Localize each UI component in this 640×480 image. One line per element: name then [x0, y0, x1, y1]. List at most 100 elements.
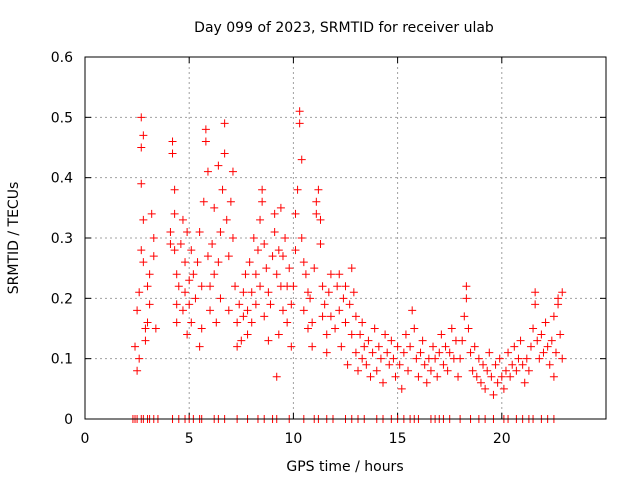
data-point	[310, 264, 319, 273]
data-point	[218, 185, 227, 194]
data-point	[231, 282, 240, 291]
data-point	[183, 227, 192, 236]
data-point	[206, 306, 215, 315]
x-tick-label: 0	[81, 431, 90, 447]
x-tick-label: 15	[389, 431, 407, 447]
data-point	[201, 125, 210, 134]
data-point	[316, 240, 325, 249]
data-point	[247, 288, 256, 297]
data-point	[181, 288, 190, 297]
data-point	[433, 372, 442, 381]
data-point	[362, 360, 371, 369]
data-point	[289, 282, 298, 291]
data-point	[366, 372, 375, 381]
data-point	[195, 342, 204, 351]
data-point	[268, 252, 277, 261]
data-point	[253, 246, 262, 255]
data-point	[379, 378, 388, 387]
x-tick-label: 10	[284, 431, 302, 447]
data-point	[243, 330, 252, 339]
y-tick-label: 0	[64, 412, 73, 428]
data-point	[166, 227, 175, 236]
data-point	[189, 270, 198, 279]
data-point	[222, 215, 231, 224]
data-point	[351, 348, 360, 357]
data-point	[320, 300, 329, 309]
data-point	[278, 306, 287, 315]
data-point	[214, 161, 223, 170]
data-point	[370, 324, 379, 333]
data-point	[172, 300, 181, 309]
data-point	[178, 215, 187, 224]
data-point	[537, 330, 546, 339]
data-point	[293, 185, 302, 194]
data-point	[383, 348, 392, 357]
data-point	[137, 143, 146, 152]
data-point	[439, 360, 448, 369]
data-point	[462, 294, 471, 303]
data-point	[499, 384, 508, 393]
data-point	[258, 197, 267, 206]
data-point	[216, 227, 225, 236]
data-point	[185, 276, 194, 285]
data-point	[312, 209, 321, 218]
data-point	[185, 300, 194, 309]
data-point	[358, 318, 367, 327]
data-point	[387, 336, 396, 345]
data-point	[260, 312, 269, 321]
data-point	[518, 360, 527, 369]
y-axis-label: SRMTID / TECUs	[6, 182, 22, 295]
data-point	[506, 372, 515, 381]
data-point	[391, 372, 400, 381]
data-point	[197, 282, 206, 291]
data-point	[420, 360, 429, 369]
data-point	[266, 300, 275, 309]
data-point	[437, 330, 446, 339]
data-point	[466, 348, 475, 357]
data-point	[318, 282, 327, 291]
data-point	[326, 270, 335, 279]
data-point	[545, 360, 554, 369]
data-point	[547, 336, 556, 345]
plot-frame	[84, 56, 607, 420]
data-point	[454, 372, 463, 381]
data-point	[458, 336, 467, 345]
x-axis-label: GPS time / hours	[286, 459, 403, 475]
data-point	[408, 306, 417, 315]
data-point	[368, 348, 377, 357]
data-point	[170, 246, 179, 255]
data-point	[441, 342, 450, 351]
data-point	[443, 366, 452, 375]
data-point	[297, 155, 306, 164]
data-points	[131, 107, 567, 399]
y-tick-label: 0.6	[51, 50, 73, 66]
data-point	[543, 342, 552, 351]
data-point	[187, 318, 196, 327]
data-point	[133, 306, 142, 315]
data-point	[491, 360, 500, 369]
data-point	[431, 354, 440, 363]
data-point	[397, 384, 406, 393]
data-point	[445, 348, 454, 357]
y-axis-ticks: 0 0.1 0.2 0.3 0.4 0.5 0.6	[51, 50, 606, 428]
data-point	[389, 354, 398, 363]
data-point	[312, 197, 321, 206]
data-point	[558, 288, 567, 297]
data-point	[512, 366, 521, 375]
data-point	[233, 342, 242, 351]
data-point	[147, 209, 156, 218]
data-point	[483, 366, 492, 375]
data-point	[283, 318, 292, 327]
data-point	[193, 258, 202, 267]
data-point	[372, 366, 381, 375]
data-point	[520, 378, 529, 387]
x-tick-label: 20	[493, 431, 511, 447]
data-point	[351, 312, 360, 321]
data-point	[326, 312, 335, 321]
data-point	[287, 342, 296, 351]
data-point	[241, 270, 250, 279]
y-tick-label: 0.4	[51, 171, 73, 187]
data-point	[399, 348, 408, 357]
data-point	[178, 306, 187, 315]
